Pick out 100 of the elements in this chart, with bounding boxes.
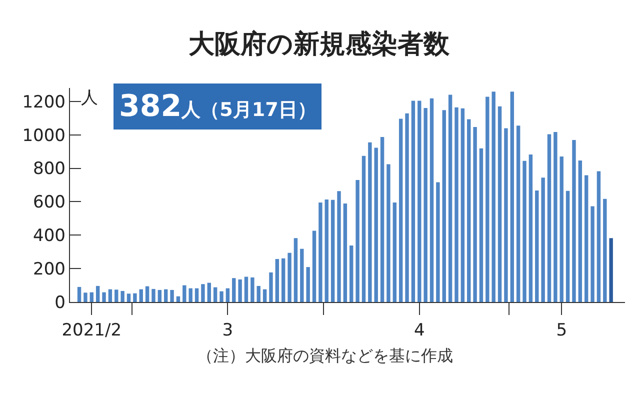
bar xyxy=(201,284,205,302)
bar xyxy=(386,164,390,302)
bar xyxy=(398,118,403,302)
bar xyxy=(504,128,508,302)
bar xyxy=(454,107,458,302)
y-tick-label: 0 xyxy=(54,292,66,313)
bar xyxy=(244,276,248,302)
bar xyxy=(288,252,292,302)
bar xyxy=(182,285,186,302)
bar xyxy=(145,286,150,302)
bar xyxy=(362,156,366,302)
bar xyxy=(411,100,416,302)
bar xyxy=(262,289,267,302)
bar xyxy=(294,238,298,302)
bar xyxy=(350,245,354,302)
bar xyxy=(436,182,440,302)
bar xyxy=(510,92,514,302)
bar xyxy=(448,94,452,302)
bar xyxy=(213,287,218,302)
bar xyxy=(337,191,341,302)
bar xyxy=(535,190,539,302)
bar xyxy=(368,142,372,302)
bar xyxy=(126,294,131,302)
bar xyxy=(152,288,156,302)
bar xyxy=(380,136,384,302)
annotation: 382人（5月17日） xyxy=(119,89,316,124)
y-tick-label: 1200 xyxy=(22,92,66,112)
bar xyxy=(516,126,520,302)
bar xyxy=(473,126,477,302)
y-tick-label: 200 xyxy=(33,260,66,280)
bar xyxy=(133,293,137,302)
bar xyxy=(528,154,533,302)
bar xyxy=(560,156,564,302)
bar xyxy=(392,202,397,302)
bar xyxy=(275,259,280,302)
x-tick-label: 5 xyxy=(556,320,568,340)
bar xyxy=(114,290,118,302)
bar xyxy=(424,108,428,302)
bar xyxy=(281,258,286,302)
bar xyxy=(609,238,613,302)
bar xyxy=(188,288,192,302)
bar xyxy=(77,286,82,302)
bar xyxy=(194,288,199,302)
text: （注）大阪府の資料などを基に作成 xyxy=(197,346,453,365)
bar xyxy=(312,230,316,302)
bar xyxy=(492,92,496,302)
y-tick-label: 1000 xyxy=(22,126,66,146)
bar xyxy=(356,180,360,302)
y-axis-title: 人 xyxy=(81,88,98,108)
bar xyxy=(430,98,434,302)
bar xyxy=(170,290,174,302)
bar xyxy=(220,291,224,302)
bar xyxy=(572,140,576,302)
x-tick-label: 4 xyxy=(414,320,425,340)
bar xyxy=(343,204,348,302)
bar xyxy=(418,100,422,302)
bar xyxy=(164,289,168,302)
x-tick-label: 2021/2 xyxy=(62,320,122,340)
bar xyxy=(584,175,588,302)
bar xyxy=(596,171,601,302)
bar xyxy=(324,200,328,302)
bar xyxy=(554,132,558,302)
bar xyxy=(90,292,94,302)
bar xyxy=(250,277,254,302)
bar xyxy=(207,282,211,302)
bar xyxy=(232,278,236,302)
bar xyxy=(578,160,582,302)
bar xyxy=(269,272,273,302)
bar xyxy=(603,198,607,302)
bar xyxy=(108,289,112,302)
bar xyxy=(300,248,304,302)
bar xyxy=(522,160,526,302)
bar xyxy=(442,110,446,302)
bar xyxy=(330,200,335,302)
bar xyxy=(547,134,552,302)
bar xyxy=(120,290,124,302)
bar xyxy=(238,279,242,302)
bar xyxy=(467,119,471,302)
x-tick-label: 3 xyxy=(222,320,234,340)
bar xyxy=(566,190,570,302)
bar xyxy=(460,108,465,302)
y-tick-label: 400 xyxy=(33,226,66,246)
y-tick-label: 800 xyxy=(33,159,66,180)
bar xyxy=(541,178,545,302)
bar xyxy=(374,148,378,302)
bar xyxy=(96,286,100,302)
bar xyxy=(226,288,230,302)
bar xyxy=(84,292,88,302)
bar xyxy=(158,290,162,302)
bar xyxy=(498,106,502,302)
bar xyxy=(590,206,594,302)
bar xyxy=(486,96,490,302)
bar xyxy=(318,202,322,302)
bar xyxy=(102,292,106,302)
bar xyxy=(479,148,484,302)
chart-title: 大阪府の新規感染者数 xyxy=(188,30,450,60)
bar xyxy=(405,113,409,302)
bar xyxy=(256,286,260,302)
bar xyxy=(306,267,310,302)
bar xyxy=(176,296,180,302)
